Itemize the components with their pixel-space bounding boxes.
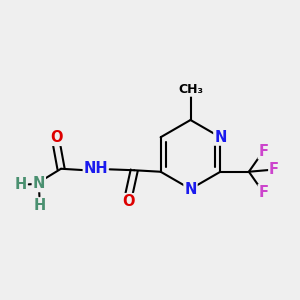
Text: F: F: [269, 162, 279, 177]
Text: NH: NH: [83, 161, 108, 176]
Text: N: N: [184, 182, 197, 196]
Text: N: N: [33, 176, 45, 191]
Text: H: H: [15, 177, 27, 192]
Text: N: N: [214, 130, 226, 145]
Text: F: F: [258, 144, 268, 159]
Text: O: O: [123, 194, 135, 209]
Text: H: H: [33, 198, 46, 213]
Text: CH₃: CH₃: [178, 83, 203, 96]
Text: O: O: [50, 130, 63, 145]
Text: F: F: [258, 184, 268, 200]
